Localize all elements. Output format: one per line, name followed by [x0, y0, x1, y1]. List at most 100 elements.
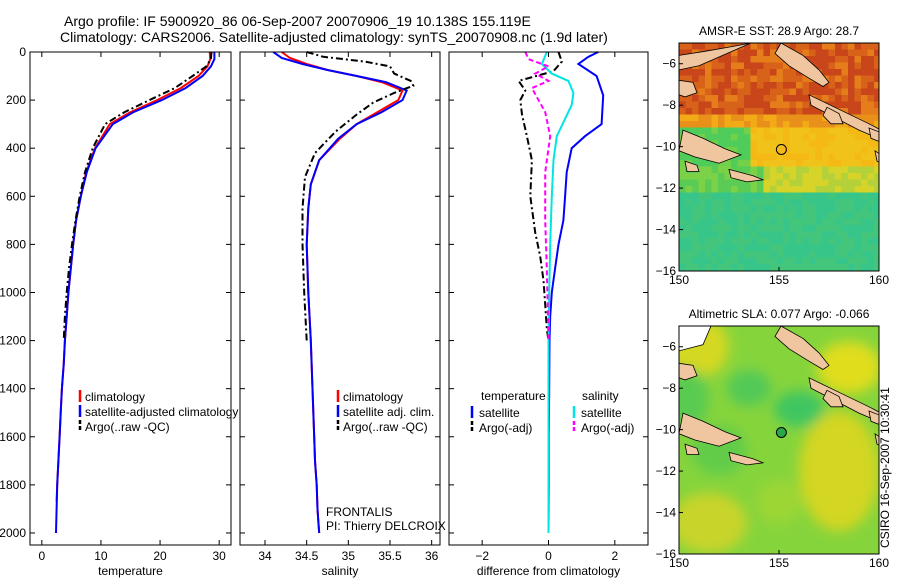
sst-cell — [848, 257, 855, 265]
sst-cell — [828, 62, 836, 70]
sst-cell — [867, 231, 875, 239]
sst-cell — [763, 225, 771, 232]
sst-cell — [770, 127, 777, 135]
sst-cell — [861, 238, 868, 245]
sst-cell — [737, 114, 745, 122]
map-y-tick-label: −6 — [662, 57, 676, 71]
sst-cell — [854, 114, 862, 122]
sst-cell — [776, 173, 784, 180]
sst-cell — [692, 186, 699, 193]
sst-cell — [854, 173, 862, 180]
series-line-diff-3 — [524, 51, 552, 341]
sst-cell — [718, 56, 725, 63]
sst-cell — [776, 257, 784, 265]
sst-cell — [835, 173, 842, 180]
sst-cell — [828, 218, 836, 226]
sst-cell — [711, 192, 719, 200]
sst-cell — [692, 114, 699, 122]
x-tick-label-temp: 30 — [212, 549, 226, 563]
sst-cell — [835, 62, 842, 70]
sst-cell — [770, 95, 777, 102]
sst-cell — [757, 75, 764, 83]
sst-cell — [737, 160, 745, 167]
sst-cell — [770, 192, 777, 200]
sst-cell — [737, 147, 745, 154]
legend-diff: temperature salinitysatelliteArgo(-adj)sa… — [470, 389, 634, 435]
sst-cell — [841, 140, 849, 148]
sst-cell — [770, 244, 777, 252]
legend-label: satellite adj. clim. — [343, 405, 434, 419]
sst-cell — [770, 179, 777, 187]
sst-cell — [789, 179, 797, 187]
sst-cell — [854, 43, 862, 50]
sst-cell — [867, 218, 875, 226]
sst-cell — [692, 212, 699, 219]
sst-cell — [718, 205, 725, 213]
sst-cell — [718, 270, 725, 271]
map-field-sst_map — [679, 43, 879, 271]
map-x-tick-label: 150 — [669, 556, 689, 570]
sst-cell — [679, 43, 686, 50]
sst-cell — [724, 166, 732, 174]
sst-cell — [679, 218, 686, 226]
sst-cell — [802, 108, 810, 115]
x-tick-label-sal: 35.5 — [378, 549, 402, 563]
sst-cell — [763, 49, 771, 57]
sst-cell — [757, 95, 764, 102]
sst-cell — [770, 147, 777, 154]
sst-cell — [796, 43, 803, 50]
sst-cell — [815, 88, 823, 96]
sst-cell — [874, 108, 879, 115]
sst-cell — [776, 264, 784, 271]
sst-cell — [770, 82, 777, 89]
sst-cell — [783, 212, 790, 219]
sst-cell — [802, 75, 810, 83]
sst-cell — [711, 270, 719, 271]
sst-cell — [802, 82, 810, 89]
sst-cell — [757, 62, 764, 70]
sst-cell — [763, 95, 771, 102]
sst-cell — [705, 212, 712, 219]
sst-cell — [744, 238, 751, 245]
legend-label: satellite-adjusted climatology — [85, 405, 238, 419]
sst-cell — [711, 244, 719, 252]
sst-cell — [763, 231, 771, 239]
sst-cell — [867, 238, 875, 245]
sst-cell — [750, 134, 758, 141]
sst-cell — [841, 270, 849, 271]
sst-cell — [763, 82, 771, 89]
sst-cell — [835, 205, 842, 213]
sst-cell — [789, 205, 797, 213]
sst-cell — [731, 270, 738, 271]
sst-cell — [822, 140, 829, 148]
sst-cell — [841, 205, 849, 213]
sst-cell — [848, 140, 855, 148]
sst-cell — [828, 186, 836, 193]
sst-cell — [848, 212, 855, 219]
sst-cell — [737, 75, 745, 83]
map-title-sla_map: Altimetric SLA: 0.077 Argo: -0.066 — [689, 307, 870, 321]
sst-cell — [809, 192, 816, 200]
sst-cell — [835, 153, 842, 161]
sst-cell — [841, 147, 849, 154]
sst-cell — [835, 179, 842, 187]
sst-cell — [789, 147, 797, 154]
sst-cell — [789, 153, 797, 161]
sst-cell — [783, 257, 790, 265]
coastline — [808, 377, 879, 423]
sst-cell — [757, 205, 764, 213]
sst-cell — [757, 127, 764, 135]
sst-cell — [692, 173, 699, 180]
sst-cell — [718, 75, 725, 83]
sst-cell — [757, 244, 764, 252]
sst-cell — [874, 251, 879, 258]
sst-cell — [783, 199, 790, 206]
panel-temp: 0 10 20 30 0 200 400 600 800 1000 1200 1400 1600 1800… — [0, 45, 238, 578]
sst-cell — [802, 199, 810, 206]
sst-cell — [809, 251, 816, 258]
sst-cell — [757, 199, 764, 206]
sst-cell — [698, 192, 706, 200]
sst-cell — [737, 231, 745, 239]
